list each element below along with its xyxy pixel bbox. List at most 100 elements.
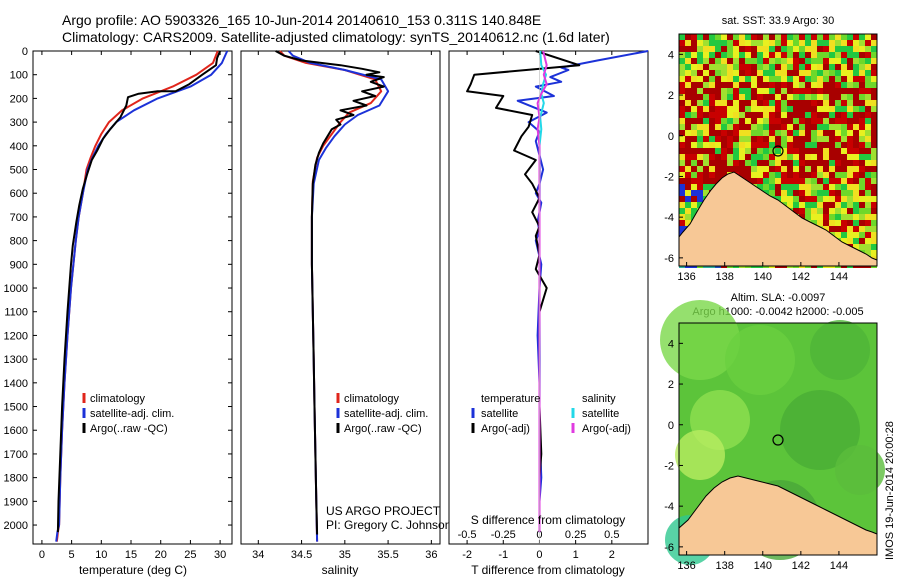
sst-cell (829, 208, 835, 214)
sst-cell (847, 142, 853, 148)
sst-cell (685, 46, 691, 52)
sst-cell (739, 100, 745, 106)
sst-cell (817, 76, 823, 82)
sst-cell (733, 82, 739, 88)
sst-cell (697, 106, 703, 112)
sst-cell (793, 202, 799, 208)
sst-cell (709, 70, 715, 76)
sst-cell (679, 124, 685, 130)
sst-cell (853, 172, 859, 178)
sst-map-ticks: 136 138 140 142 144 4 2 0 -2 -4 -6 (664, 49, 848, 283)
sst-cell (853, 148, 859, 154)
sst-cell (763, 112, 769, 118)
sst-cell (727, 112, 733, 118)
x-tick-label: 1 (573, 549, 579, 561)
sst-cell (709, 142, 715, 148)
sst-cell (775, 82, 781, 88)
x-tick-label: 36 (425, 549, 437, 561)
sst-cell (691, 106, 697, 112)
sst-cell (679, 142, 685, 148)
sst-cell (739, 154, 745, 160)
sst-cell (763, 34, 769, 40)
sst-cell (811, 46, 817, 52)
sst-cell (781, 40, 787, 46)
sst-cell (847, 148, 853, 154)
sst-cell (727, 34, 733, 40)
sst-cell (697, 64, 703, 70)
sst-cell (721, 106, 727, 112)
sst-cell (817, 112, 823, 118)
sst-cell (829, 34, 835, 40)
sst-cell (847, 70, 853, 76)
sst-cell (853, 88, 859, 94)
sst-cell (781, 166, 787, 172)
sst-cell (841, 148, 847, 154)
sst-cell (835, 178, 841, 184)
sst-cell (781, 58, 787, 64)
y-tick-label: 1200 (4, 330, 28, 342)
sst-cell (691, 40, 697, 46)
series-line-argo (56, 50, 222, 533)
sst-cell (697, 94, 703, 100)
sst-cell (757, 94, 763, 100)
sst-cell (787, 70, 793, 76)
sst-cell (745, 70, 751, 76)
sst-cell (853, 34, 859, 40)
sst-cell (685, 196, 691, 202)
sst-cell (847, 76, 853, 82)
sst-cell (859, 196, 865, 202)
sst-cell (841, 94, 847, 100)
sst-cell (811, 82, 817, 88)
sst-cell (781, 112, 787, 118)
sst-cell (721, 34, 727, 40)
x-tick-label: 0 (536, 549, 542, 561)
sst-cell (859, 52, 865, 58)
sst-cell (823, 226, 829, 232)
sst-cell (691, 160, 697, 166)
sst-cell (835, 160, 841, 166)
sst-cell (769, 190, 775, 196)
sst-cell (817, 184, 823, 190)
sst-cell (793, 148, 799, 154)
sst-cell (691, 196, 697, 202)
sst-cell (727, 148, 733, 154)
sst-cell (853, 244, 859, 250)
sst-cell (817, 64, 823, 70)
sst-cell (853, 106, 859, 112)
sst-cell (871, 142, 877, 148)
sst-cell (679, 40, 685, 46)
sst-cell (823, 118, 829, 124)
sst-cell (709, 40, 715, 46)
sst-cell (715, 166, 721, 172)
sst-cell (733, 160, 739, 166)
sst-cell (679, 226, 685, 232)
sst-cell (757, 172, 763, 178)
sst-cell (835, 100, 841, 106)
sst-cell (679, 166, 685, 172)
sst-cell (793, 136, 799, 142)
sst-cell (835, 214, 841, 220)
sst-cell (853, 118, 859, 124)
sst-cell (835, 112, 841, 118)
sst-cell (703, 124, 709, 130)
sst-cell (835, 40, 841, 46)
sst-cell (775, 34, 781, 40)
sst-cell (709, 184, 715, 190)
sst-cell (817, 34, 823, 40)
sst-cell (715, 82, 721, 88)
sst-cell (739, 40, 745, 46)
sst-cell (763, 46, 769, 52)
sst-cell (751, 172, 757, 178)
sst-cell (847, 202, 853, 208)
legend-label: satellite (481, 408, 518, 420)
sst-cell (853, 70, 859, 76)
sla-patch (835, 445, 885, 495)
sst-cell (835, 106, 841, 112)
sst-cell (817, 142, 823, 148)
sst-cell (805, 100, 811, 106)
sst-cell (853, 46, 859, 52)
sst-cell (829, 178, 835, 184)
sst-cell (853, 64, 859, 70)
sst-cell (709, 118, 715, 124)
sst-cell (703, 76, 709, 82)
